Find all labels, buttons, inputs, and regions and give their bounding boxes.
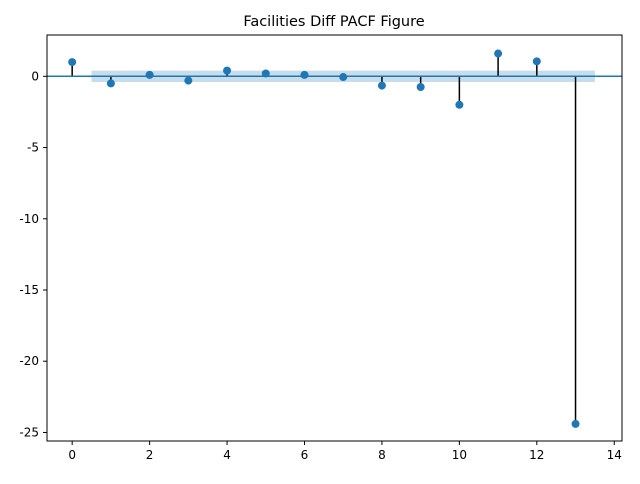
chart-title: Facilities Diff PACF Figure <box>243 14 424 30</box>
marker-lag-11 <box>494 49 503 58</box>
x-tick-label-0: 0 <box>68 448 76 462</box>
marker-lag-13 <box>571 419 580 428</box>
x-tick-label-14: 14 <box>607 448 622 462</box>
y-tick-label--10: -10 <box>19 212 39 226</box>
x-tick-label-8: 8 <box>378 448 386 462</box>
x-tick-label-2: 2 <box>146 448 154 462</box>
x-tick-label-4: 4 <box>223 448 231 462</box>
plot-frame <box>46 34 623 442</box>
marker-lag-4 <box>223 66 232 75</box>
x-tick-label-6: 6 <box>301 448 309 462</box>
marker-lag-2 <box>145 70 154 79</box>
marker-lag-5 <box>261 69 270 78</box>
marker-lag-9 <box>416 82 425 91</box>
marker-lag-7 <box>339 73 348 82</box>
y-tick-label--5: -5 <box>27 141 39 155</box>
marker-lag-12 <box>532 57 541 66</box>
y-tick-label--15: -15 <box>19 283 39 297</box>
x-tick-label-10: 10 <box>452 448 467 462</box>
y-axis: 0 -5 -10 -15 -20 -25 <box>19 69 47 439</box>
x-tick-label-12: 12 <box>529 448 544 462</box>
marker-lag-8 <box>377 81 386 90</box>
marker-lag-3 <box>184 76 193 85</box>
y-tick-label--20: -20 <box>19 354 39 368</box>
marker-lag-0 <box>68 58 77 67</box>
x-axis: 0 2 4 6 8 10 12 14 <box>68 441 622 462</box>
y-tick-label-0: 0 <box>31 69 39 83</box>
marker-lag-10 <box>455 100 464 109</box>
stems-group <box>71 53 577 424</box>
markers-group <box>68 49 580 428</box>
marker-lag-1 <box>106 79 115 88</box>
y-tick-label--25: -25 <box>19 425 39 439</box>
marker-lag-6 <box>300 70 309 79</box>
